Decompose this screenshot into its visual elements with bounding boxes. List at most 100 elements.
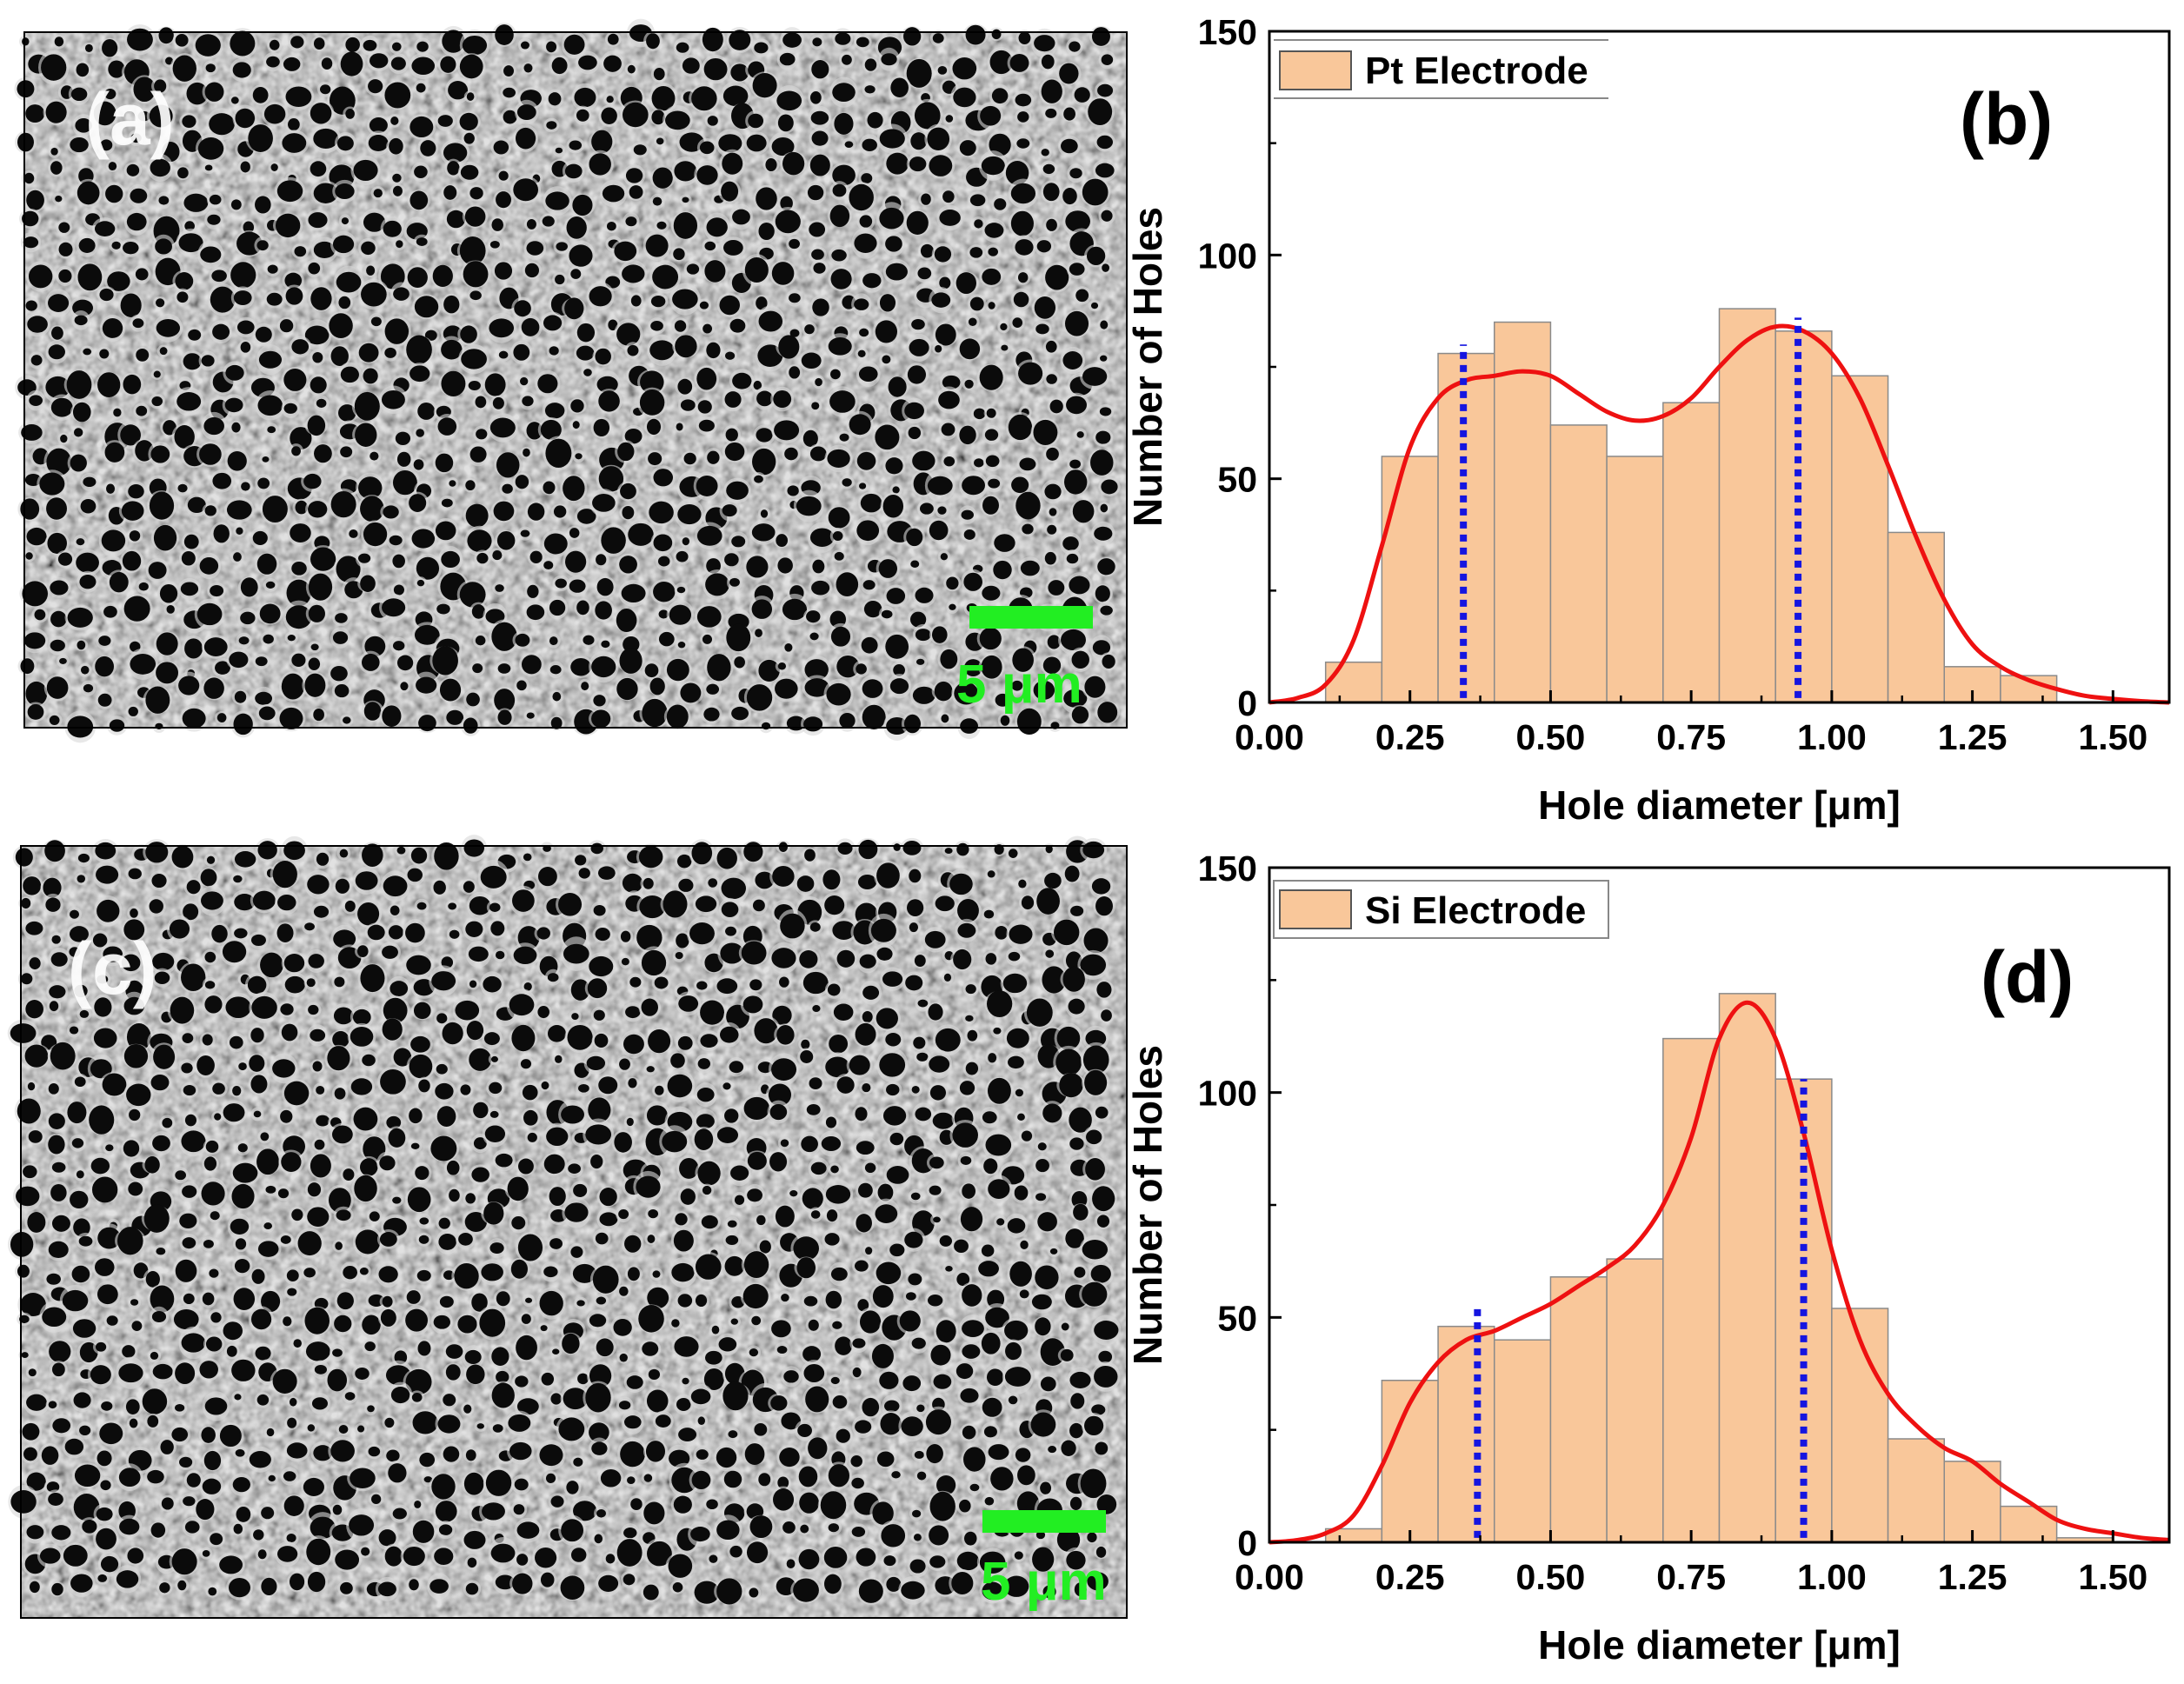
pore — [810, 1161, 827, 1175]
pore — [537, 1006, 549, 1019]
pore — [23, 876, 42, 895]
pore — [261, 1507, 275, 1520]
pore — [974, 219, 983, 229]
pore — [466, 92, 475, 101]
pore — [747, 1188, 762, 1202]
pore — [233, 1523, 243, 1534]
pore — [917, 999, 929, 1008]
pore — [949, 873, 973, 895]
pore — [1072, 500, 1095, 523]
pore — [647, 1235, 656, 1243]
pore — [962, 1183, 975, 1199]
pore — [1014, 1185, 1029, 1201]
pore — [677, 1294, 693, 1308]
pore — [418, 1235, 429, 1244]
pore — [308, 657, 321, 670]
pore — [248, 124, 273, 153]
pore — [570, 1548, 587, 1562]
pore — [280, 1109, 293, 1123]
pore — [205, 1336, 223, 1352]
pore — [800, 1050, 814, 1063]
pore — [718, 1337, 737, 1352]
pore — [409, 1108, 423, 1124]
pore — [59, 657, 67, 664]
pore — [591, 656, 616, 678]
pore — [1094, 1365, 1118, 1388]
pore — [676, 586, 686, 594]
pore — [711, 1325, 720, 1335]
pore — [393, 287, 410, 301]
pore — [802, 1346, 822, 1362]
pore — [946, 576, 959, 590]
pore — [1042, 183, 1060, 202]
pore — [203, 1156, 217, 1171]
pore — [543, 1266, 558, 1278]
pore — [650, 295, 666, 308]
pore — [834, 112, 854, 135]
pore — [879, 1053, 906, 1077]
legend-label: Si Electrode — [1365, 889, 1586, 932]
pore — [870, 918, 896, 942]
pore — [118, 1363, 143, 1383]
pore — [510, 1259, 528, 1279]
pore — [410, 365, 430, 383]
pore — [334, 1315, 352, 1333]
pore — [680, 1188, 696, 1205]
pore — [675, 335, 697, 358]
pore — [630, 295, 642, 307]
pore — [489, 1242, 504, 1255]
pore — [418, 715, 436, 732]
pore — [523, 1109, 538, 1126]
pore — [287, 1417, 297, 1428]
pore — [933, 1216, 941, 1223]
pore — [22, 1422, 40, 1441]
pore — [283, 369, 307, 391]
pore — [109, 571, 129, 593]
pore — [724, 1255, 745, 1276]
pore — [653, 582, 676, 602]
pore — [912, 1509, 922, 1518]
pore — [321, 57, 333, 70]
pore — [101, 529, 126, 552]
pore — [994, 534, 1015, 552]
pore — [598, 466, 624, 492]
pore — [149, 899, 163, 914]
pore — [914, 955, 926, 967]
pore — [691, 842, 713, 865]
pore — [179, 1213, 197, 1229]
pore — [537, 374, 558, 394]
pore — [489, 240, 500, 249]
pore — [412, 1411, 438, 1434]
pore — [497, 663, 511, 674]
pore — [289, 1397, 297, 1407]
pore — [811, 249, 824, 260]
pore — [953, 948, 972, 970]
pore — [756, 187, 777, 210]
pore — [623, 636, 640, 653]
pore — [316, 1085, 325, 1095]
histogram-bar — [1494, 1339, 1552, 1543]
pore — [563, 476, 585, 502]
pore — [361, 282, 387, 307]
pore — [291, 653, 306, 668]
pore — [406, 335, 432, 364]
pore — [154, 79, 167, 93]
pore — [907, 365, 927, 384]
pore — [1091, 878, 1111, 895]
pore — [969, 296, 984, 311]
pore — [909, 156, 927, 172]
pore — [811, 580, 830, 596]
pore — [283, 57, 301, 71]
pore — [959, 1081, 975, 1095]
pore — [910, 560, 920, 568]
pore — [672, 289, 698, 310]
scale-bar-a — [969, 606, 1093, 629]
pore — [468, 380, 481, 390]
pore — [63, 1544, 88, 1567]
pore — [233, 713, 253, 736]
pore — [102, 1073, 127, 1096]
pore — [171, 1548, 197, 1575]
pore — [39, 1548, 61, 1564]
pore — [511, 1024, 536, 1052]
pore — [828, 1523, 840, 1533]
